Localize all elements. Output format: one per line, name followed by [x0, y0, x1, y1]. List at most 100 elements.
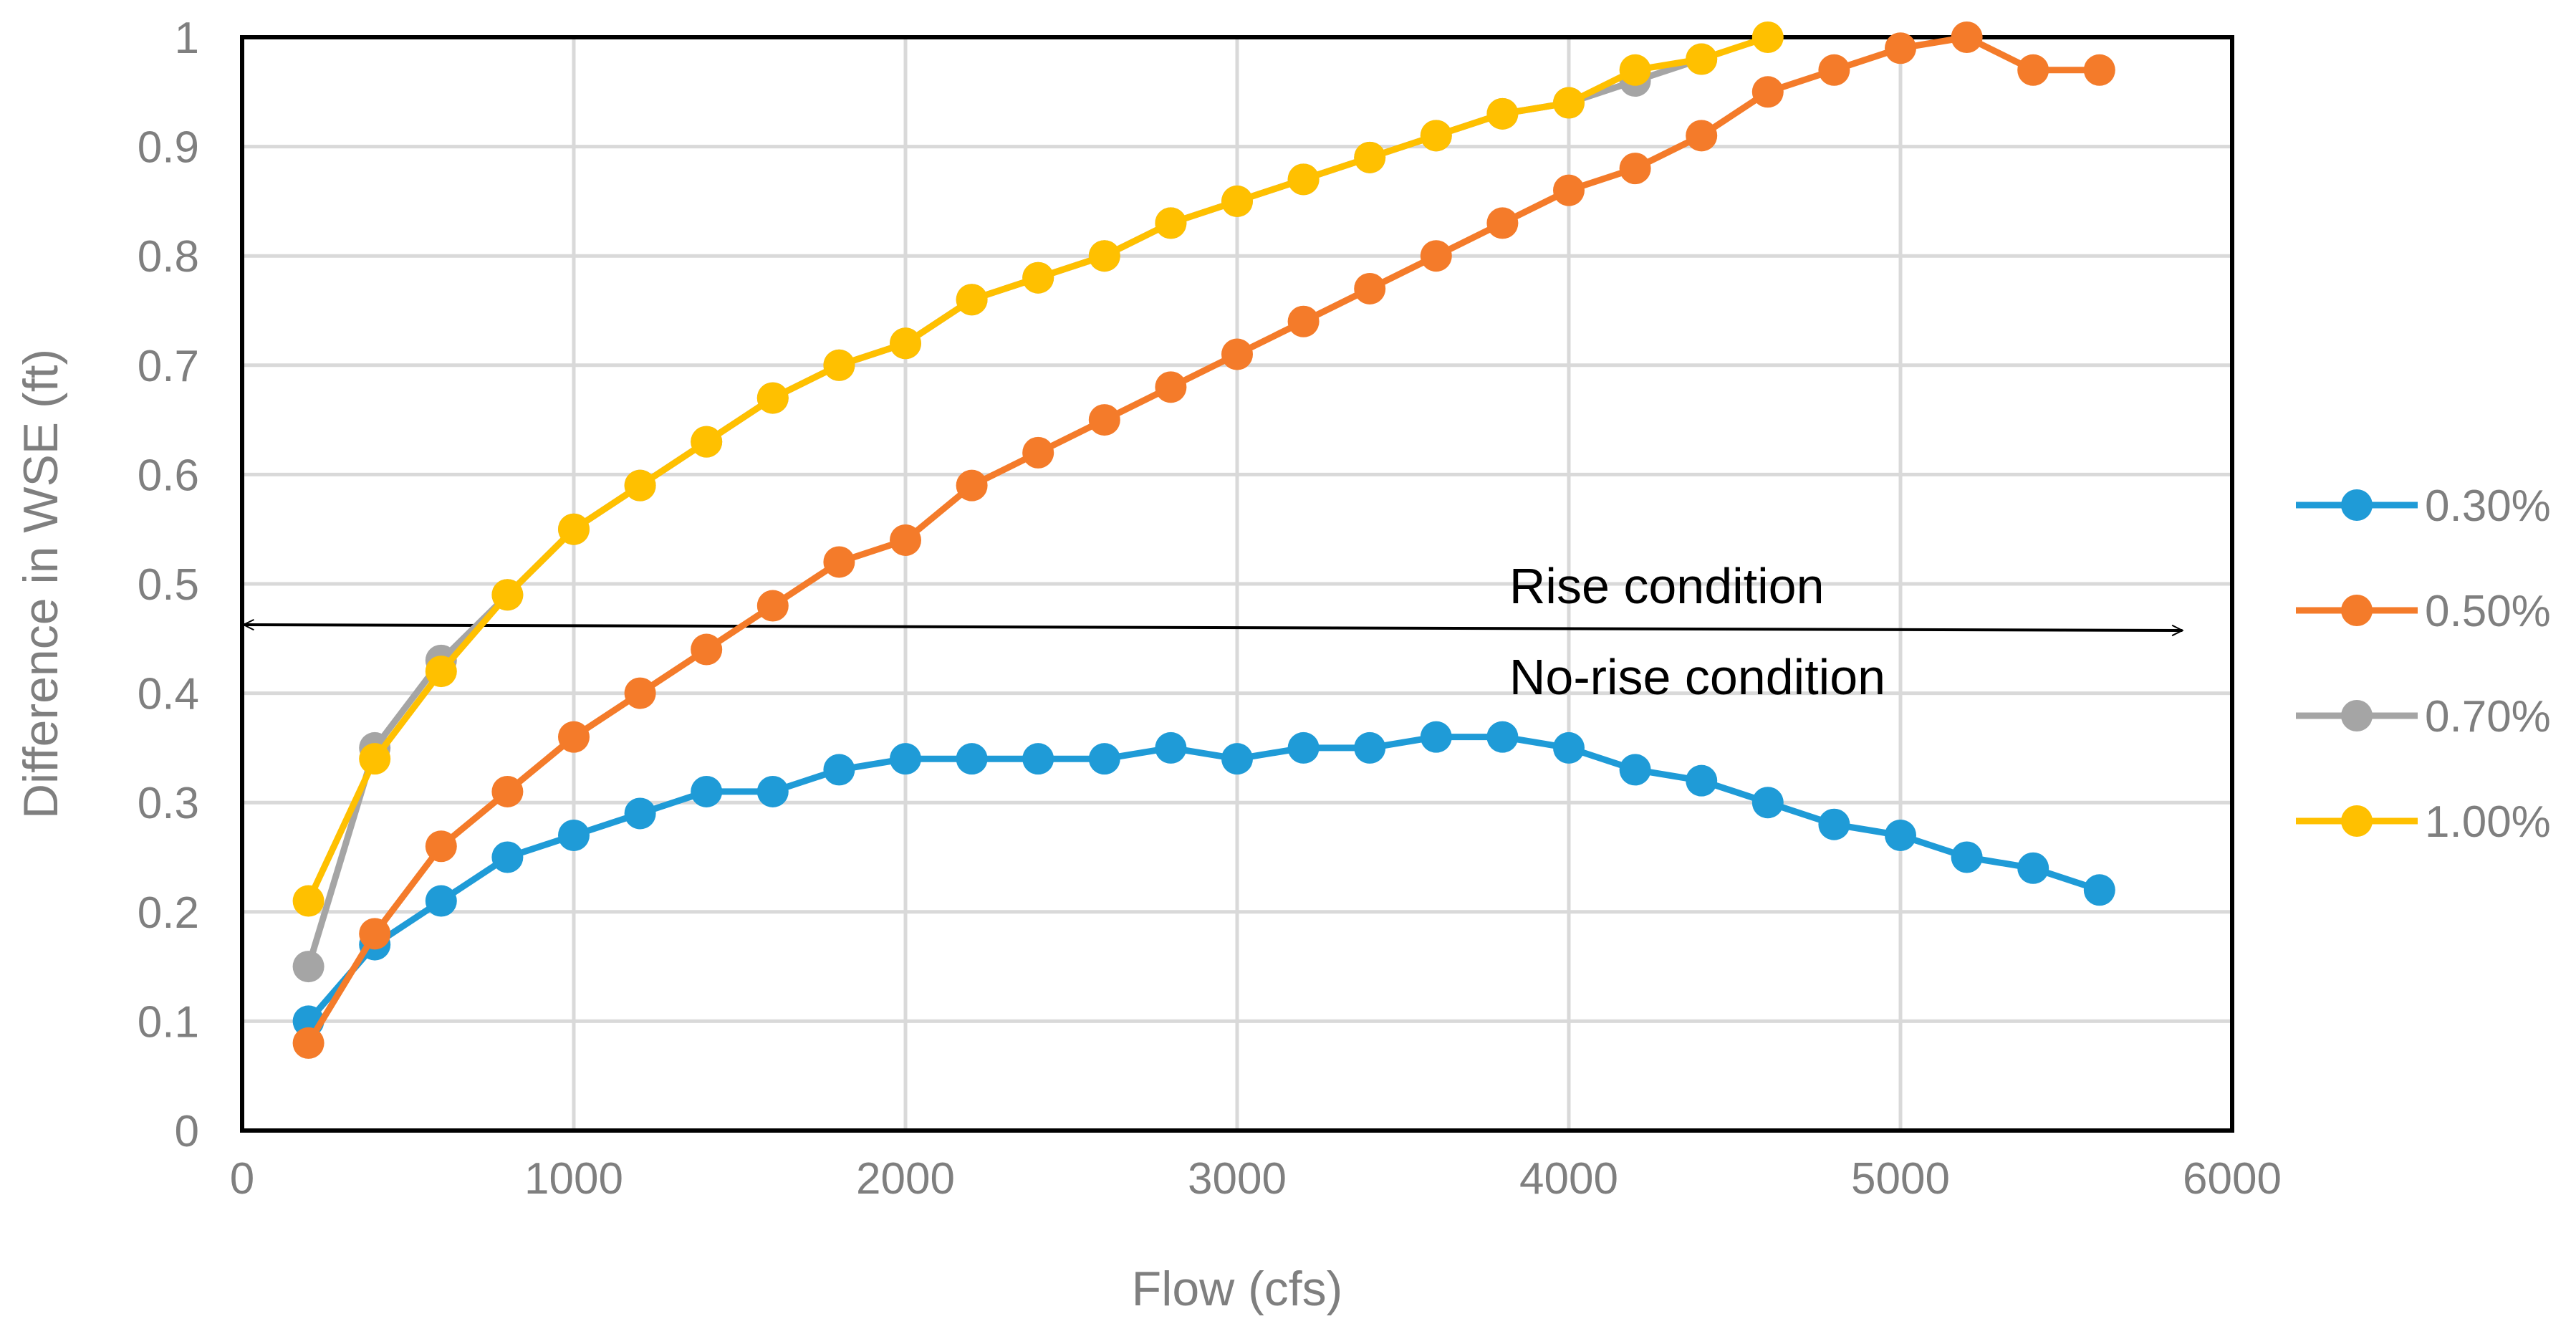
data-point	[1951, 841, 1983, 873]
data-point	[1022, 261, 1054, 294]
data-point	[1420, 120, 1452, 152]
data-point	[756, 775, 789, 807]
data-point	[823, 349, 855, 381]
y-tick-label: 0.2	[138, 888, 199, 938]
data-point	[491, 775, 524, 807]
x-tick-label: 6000	[2183, 1154, 2282, 1204]
data-point	[425, 656, 457, 688]
y-tick-label: 0.6	[138, 451, 199, 500]
data-point	[2017, 852, 2049, 884]
data-point	[1486, 721, 1519, 753]
data-point	[1221, 185, 1253, 217]
y-axis-label: Difference in WSE (ft)	[14, 349, 68, 819]
data-point	[890, 524, 921, 556]
series-layer	[292, 21, 2115, 1059]
series-0.30%	[292, 721, 2115, 1037]
data-point	[359, 743, 391, 775]
x-tick-label: 4000	[1519, 1154, 1618, 1204]
data-point	[1420, 240, 1452, 272]
data-point	[823, 754, 855, 786]
y-tick-label: 0.8	[138, 232, 199, 282]
legend: 0.30% 0.50% 0.70% 1.00%	[2296, 481, 2551, 847]
data-point	[1818, 54, 1850, 86]
data-point	[691, 426, 723, 458]
data-point	[1221, 743, 1253, 775]
data-point	[558, 721, 590, 753]
y-tick-label: 0.4	[138, 670, 199, 719]
data-point	[1553, 87, 1585, 119]
data-point	[756, 590, 789, 622]
x-axis-label: Flow (cfs)	[1132, 1262, 1343, 1316]
data-point	[956, 469, 988, 502]
data-point	[1155, 207, 1187, 239]
data-point	[292, 885, 325, 917]
data-point	[691, 633, 723, 666]
data-point	[558, 819, 590, 851]
legend-swatch-marker	[2341, 805, 2373, 837]
data-point	[1885, 32, 1916, 64]
legend-swatch-marker	[2341, 595, 2373, 626]
y-tick-label: 0.1	[138, 997, 199, 1047]
legend-item: 0.50%	[2296, 587, 2551, 636]
data-point	[691, 775, 723, 807]
data-point	[1686, 43, 1718, 75]
data-point	[292, 951, 325, 983]
data-point	[1818, 808, 1850, 840]
y-tick-label: 0.3	[138, 779, 199, 828]
data-point	[956, 743, 988, 775]
data-point	[1022, 436, 1054, 469]
legend-label: 0.30%	[2425, 481, 2551, 531]
y-tick-label: 0.7	[138, 342, 199, 391]
data-point	[1619, 153, 1651, 185]
data-point	[1287, 731, 1320, 764]
data-point	[292, 1027, 325, 1059]
data-point	[956, 284, 988, 316]
data-point	[1155, 371, 1187, 403]
data-point	[1287, 163, 1320, 196]
series-line	[306, 734, 2101, 1024]
data-point	[2083, 874, 2115, 906]
legend-item: 0.30%	[2296, 481, 2551, 531]
data-point	[2083, 54, 2115, 86]
legend-item: 1.00%	[2296, 797, 2551, 847]
data-point	[1619, 54, 1651, 86]
legend-swatch-marker	[2341, 489, 2373, 521]
legend-label: 0.70%	[2425, 692, 2551, 742]
data-point	[1885, 819, 1916, 851]
data-point	[1751, 76, 1784, 108]
data-point	[1553, 731, 1585, 764]
data-point	[1354, 141, 1386, 173]
data-point	[425, 830, 457, 863]
x-tick-label: 1000	[524, 1154, 623, 1204]
data-point	[1022, 743, 1054, 775]
data-point	[624, 469, 656, 502]
data-point	[1287, 305, 1320, 337]
series-line	[305, 56, 1703, 968]
y-tick-label: 0	[175, 1107, 199, 1156]
data-point	[425, 885, 457, 917]
threshold-annotation: Rise condition No-rise condition	[244, 558, 2183, 705]
data-point	[558, 513, 590, 545]
series-0.50%	[292, 21, 2115, 1059]
data-point	[1619, 754, 1651, 786]
series-1.00%	[292, 21, 1784, 917]
data-point	[2017, 54, 2049, 86]
threshold-arrow	[244, 625, 2183, 630]
data-point	[1751, 787, 1784, 819]
data-point	[1686, 120, 1718, 152]
data-point	[1486, 207, 1519, 239]
rise-condition-label: Rise condition	[1509, 558, 1825, 614]
data-point	[1354, 731, 1386, 764]
data-point	[1553, 174, 1585, 206]
data-point	[823, 546, 855, 578]
data-point	[756, 382, 789, 414]
data-point	[1155, 731, 1187, 764]
series-line	[305, 34, 2100, 1045]
data-point	[624, 677, 656, 709]
y-axis-tick-labels: 0 0.1 0.2 0.3 0.4 0.5 0.6 0.7 0.8 0.9 1	[138, 14, 199, 1156]
data-point	[1951, 21, 1983, 53]
x-tick-label: 5000	[1851, 1154, 1950, 1204]
legend-label: 1.00%	[2425, 797, 2551, 847]
x-axis-tick-labels: 0 1000 2000 3000 4000 5000 6000	[230, 1154, 2282, 1204]
